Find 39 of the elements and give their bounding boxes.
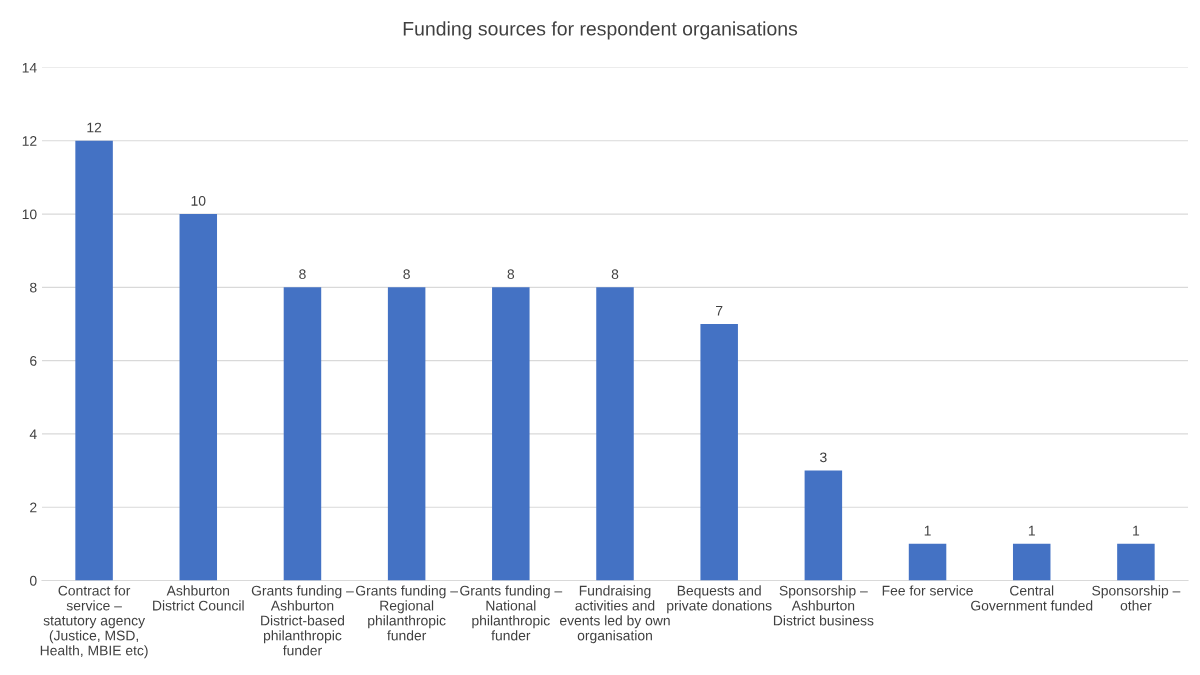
bar	[179, 214, 218, 581]
bar	[387, 287, 426, 581]
bar	[1012, 543, 1051, 581]
y-tick-label: 8	[30, 282, 37, 293]
x-tick-label: Fee for service	[882, 585, 973, 596]
x-tick-label: Ashburton District Council	[153, 585, 244, 611]
chart-title: Funding sources for respondent organisations	[403, 21, 798, 40]
x-tick-label: Bequests and private donations	[667, 585, 772, 614]
bar	[283, 287, 322, 581]
data-label: 8	[403, 269, 410, 280]
x-tick-label: Sponsorship – other	[1092, 585, 1181, 611]
data-label: 12	[87, 122, 102, 133]
bar	[804, 470, 843, 581]
bar	[700, 324, 738, 581]
y-tick-label: 10	[22, 209, 37, 220]
x-tick-label: Sponsorship – Ashburton District business	[773, 585, 874, 626]
bar	[908, 543, 947, 581]
bar	[492, 287, 530, 581]
data-label: 8	[507, 269, 515, 280]
bar	[1117, 543, 1155, 581]
x-tick-label: Grants funding – Ashburton District-based philanthropic funder	[251, 585, 354, 656]
x-tick-label: Contract for service – statutory agency (Justice, MSD, Health, MBIE etc)	[40, 585, 148, 659]
y-tick-label: 4	[29, 429, 37, 439]
y-tick-label: 6	[30, 355, 37, 366]
x-tick-label: Grants funding – Regional philanthropic funder	[356, 585, 458, 641]
data-label: 1	[1028, 525, 1035, 536]
data-label: 3	[820, 452, 827, 463]
data-label: 8	[611, 269, 619, 280]
data-label: 1	[1133, 525, 1140, 536]
bar	[75, 140, 113, 581]
bar	[596, 287, 634, 581]
data-label: 1	[924, 525, 931, 536]
y-tick-label: 2	[30, 502, 37, 513]
data-label: 7	[716, 306, 723, 316]
y-tick-label: 0	[29, 575, 37, 586]
y-tick-label: 12	[22, 136, 37, 146]
data-label: 8	[299, 269, 306, 280]
data-label: 10	[191, 195, 206, 206]
y-tick-label: 14	[22, 62, 37, 73]
